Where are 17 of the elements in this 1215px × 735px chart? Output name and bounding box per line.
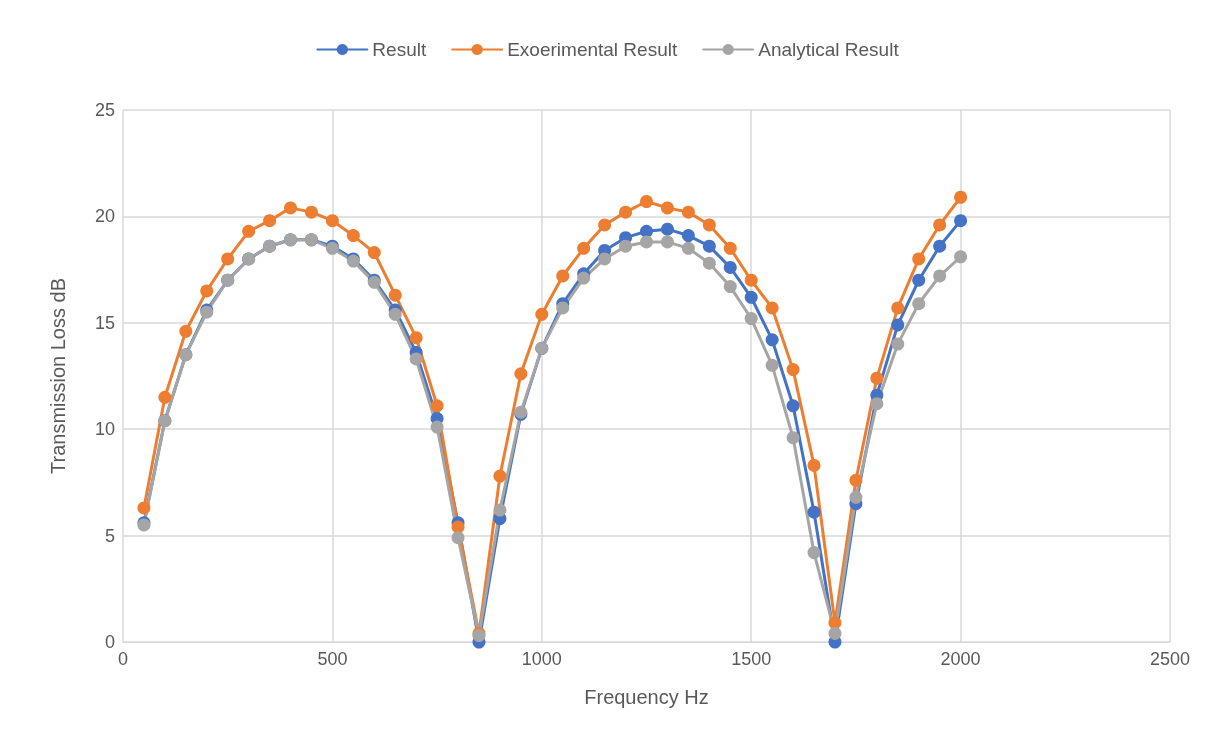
y-tick-label: 20 xyxy=(94,206,115,227)
x-tick-label: 0 xyxy=(117,649,129,669)
legend-label: Result xyxy=(372,39,427,60)
y-tick-label: 25 xyxy=(94,100,115,120)
y-tick-label: 10 xyxy=(94,419,115,440)
x-tick-label: 2000 xyxy=(940,649,981,669)
x-tick-label: 500 xyxy=(317,649,348,669)
y-axis-title: Transmission Loss dB xyxy=(47,278,69,474)
y-tick-label: 15 xyxy=(94,312,115,333)
legend-label: Exoerimental Result xyxy=(507,39,678,60)
y-tick-label: 5 xyxy=(104,525,115,546)
x-tick-label: 2500 xyxy=(1149,649,1191,669)
x-tick-label: 1000 xyxy=(521,649,562,669)
x-axis-title: Frequency Hz xyxy=(584,686,709,708)
legend-label: Analytical Result xyxy=(758,39,900,60)
y-tick-label: 0 xyxy=(104,632,115,652)
x-tick-label: 1500 xyxy=(731,649,772,669)
